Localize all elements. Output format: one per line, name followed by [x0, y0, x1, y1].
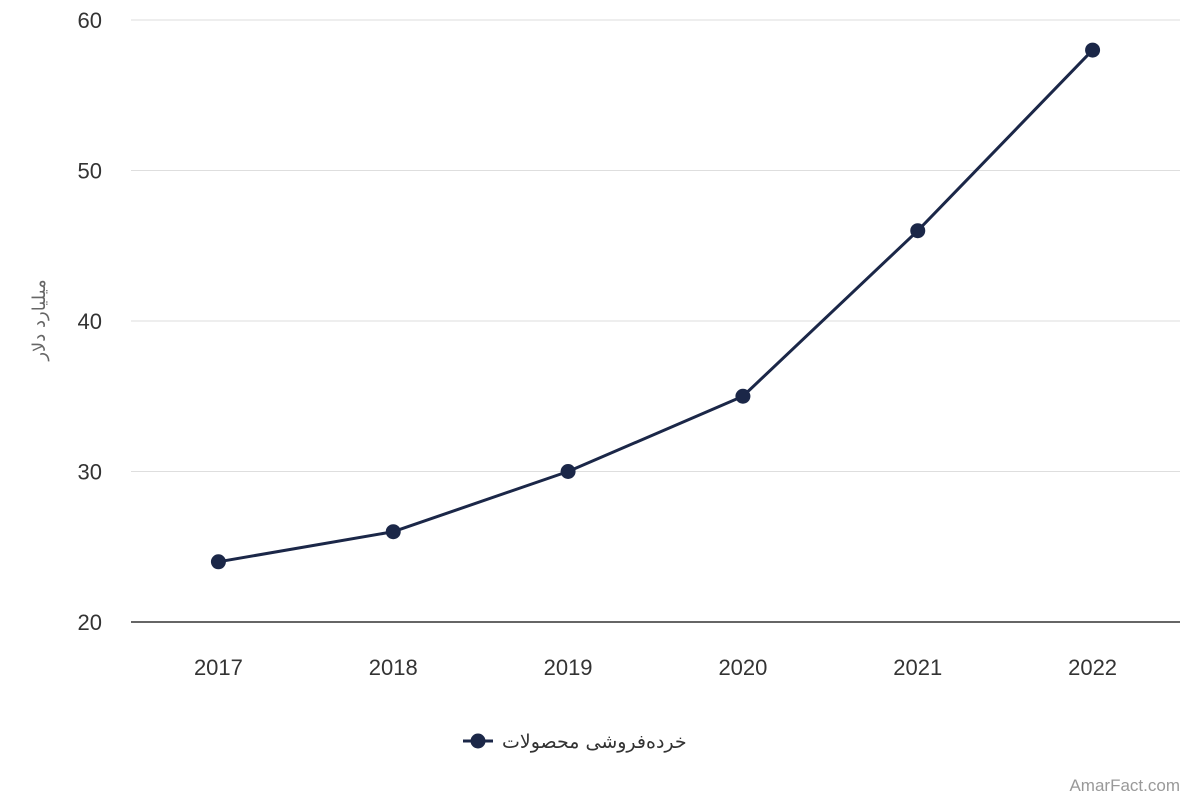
data-point[interactable]	[910, 223, 926, 239]
x-tick-label: 2021	[893, 655, 942, 680]
grid-lines	[131, 19, 1180, 472]
y-tick-label: 50	[78, 159, 102, 184]
data-point[interactable]	[210, 554, 226, 570]
x-tick-label: 2017	[194, 655, 243, 680]
x-tick-label: 2022	[1068, 655, 1117, 680]
y-tick-label: 30	[78, 460, 102, 485]
legend-label: خرده‌فروشی محصولات	[502, 731, 687, 753]
x-tick-label: 2020	[718, 655, 767, 680]
data-point[interactable]	[560, 464, 576, 479]
x-tick-label: 2018	[369, 655, 418, 680]
y-tick-label: 20	[78, 610, 102, 635]
data-point[interactable]	[735, 388, 751, 404]
x-tick-label: 2019	[544, 655, 593, 680]
y-tick-label: 40	[78, 309, 102, 334]
credit-text[interactable]: AmarFact.com	[1069, 776, 1180, 795]
legend-marker	[470, 733, 486, 749]
legend[interactable]: خرده‌فروشی محصولات	[463, 731, 687, 753]
data-point[interactable]	[385, 524, 401, 540]
series-layer	[210, 42, 1101, 570]
y-tick-label: 60	[78, 8, 102, 33]
series-line	[216, 48, 1095, 564]
y-axis-title: میلیارد دلار	[29, 279, 50, 361]
data-point[interactable]	[1085, 42, 1101, 58]
y-axis-ticks: 20 30 40 50 60	[78, 8, 102, 635]
x-axis-ticks: 2017 2018 2019 2020 2021 2022	[194, 655, 1117, 680]
